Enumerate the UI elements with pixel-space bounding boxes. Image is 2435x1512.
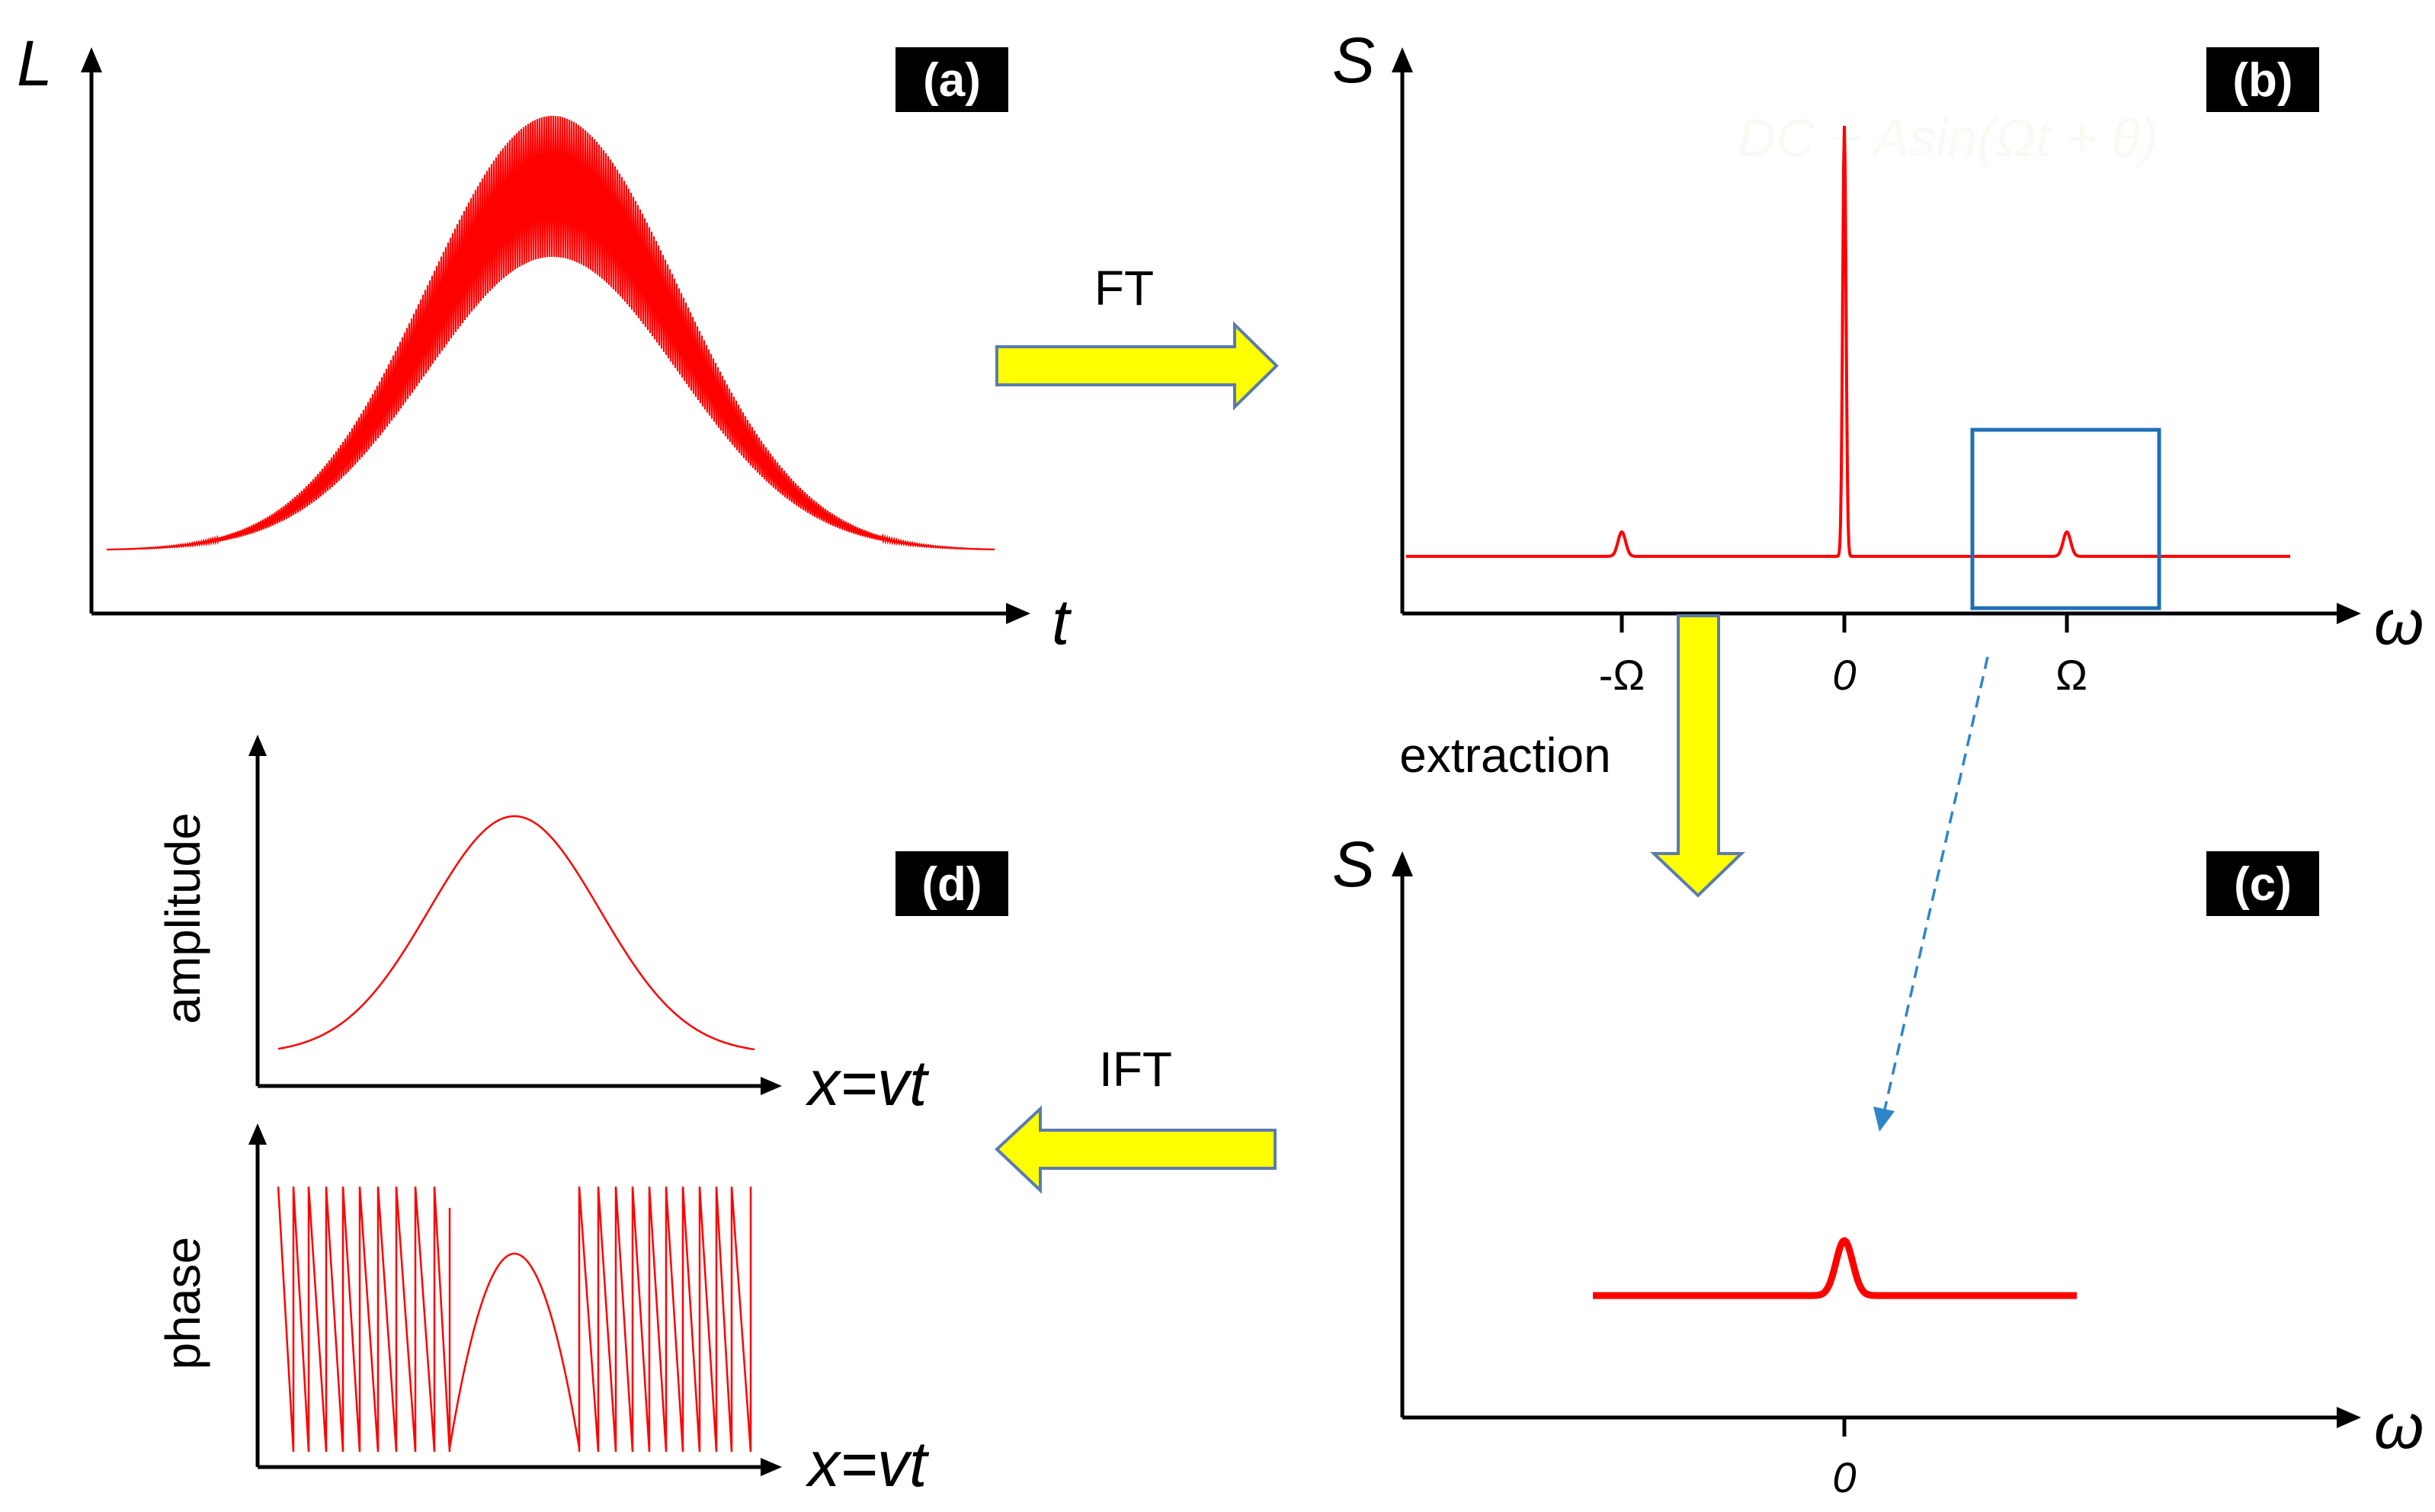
extraction-arrow-group: extraction <box>1399 614 1745 898</box>
panel-c-x-arrowhead <box>2337 1407 2361 1428</box>
panel-d-phase-curve <box>277 1186 752 1453</box>
panel-d-badge <box>896 851 1008 916</box>
panel-a-badge-label: (a) <box>923 54 981 107</box>
panel-c-badge-label: (c) <box>2234 858 2292 911</box>
panel-c-y-label: S <box>1332 828 1375 900</box>
ift-arrow-group: IFT <box>995 1042 1277 1194</box>
panel-d-amplitude-label: amplitude <box>155 812 210 1024</box>
panel-d-phase-y-arrowhead <box>248 1123 267 1145</box>
panel-c: S ω (c) 0 <box>1332 828 2424 1501</box>
extraction-arrow <box>1649 614 1745 898</box>
panel-d-amp-x-arrowhead <box>761 1077 782 1095</box>
panel-b: S ω (b) DC + Asin(Ωt + θ) -Ω 0 Ω <box>1332 24 2424 699</box>
panel-b-tick-label-zero: 0 <box>1832 651 1856 699</box>
panel-c-badge <box>2206 851 2319 916</box>
panel-a-y-label: L <box>17 27 53 99</box>
panel-a-y-arrowhead <box>81 47 102 72</box>
panel-a-x-arrowhead <box>1006 603 1030 624</box>
panel-c-x-label: ω <box>2374 1390 2424 1462</box>
panel-a: L t (a) <box>17 27 1072 658</box>
panel-c-tick-label-zero: 0 <box>1832 1453 1856 1501</box>
panel-b-x-arrowhead <box>2337 603 2361 624</box>
panel-b-y-arrowhead <box>1392 47 1413 72</box>
panel-b-tick-label-omega: Ω <box>2055 651 2087 699</box>
ft-arrow-group: FT <box>995 261 1279 411</box>
panel-c-extracted-peak <box>1593 1237 2077 1299</box>
panel-d-phase-label: phase <box>155 1237 210 1369</box>
panel-b-extraction-box <box>1970 428 2161 610</box>
dashed-pointer-group <box>1873 656 1989 1132</box>
panel-c-y-arrowhead <box>1392 851 1413 876</box>
panel-b-x-label: ω <box>2374 586 2424 658</box>
extraction-label: extraction <box>1399 728 1610 783</box>
panel-d-amp-y-arrowhead <box>248 735 267 756</box>
panel-b-faint-formula: DC + Asin(Ωt + θ) <box>1738 108 2158 168</box>
panel-a-oscillating-gaussian <box>106 115 995 551</box>
panel-b-badge-label: (b) <box>2232 54 2292 107</box>
ft-arrow <box>995 321 1279 411</box>
panel-d-badge-label: (d) <box>921 858 982 911</box>
ift-label: IFT <box>1099 1042 1172 1097</box>
panel-d-phase-x-arrowhead <box>761 1458 782 1476</box>
panel-b-spectrum <box>1406 125 2290 558</box>
panel-d-amplitude-curve <box>277 815 755 1051</box>
panel-b-y-label: S <box>1332 24 1375 96</box>
panel-a-x-label: t <box>1052 586 1072 658</box>
panel-d-phase-x-label: x=vt <box>805 1428 930 1500</box>
panel-b-badge <box>2206 47 2319 112</box>
dashed-pointer-arrowhead <box>1873 1107 1895 1132</box>
panel-b-tick-label-neg-omega: -Ω <box>1599 651 1645 699</box>
panel-d: (d) amplitude x=vt phase x=vt <box>155 735 1008 1500</box>
dashed-pointer-line <box>1882 656 1989 1113</box>
panel-d-amp-x-label: x=vt <box>805 1047 930 1119</box>
ft-label: FT <box>1094 261 1154 316</box>
panel-a-badge <box>896 47 1008 112</box>
ift-arrow <box>995 1105 1277 1194</box>
